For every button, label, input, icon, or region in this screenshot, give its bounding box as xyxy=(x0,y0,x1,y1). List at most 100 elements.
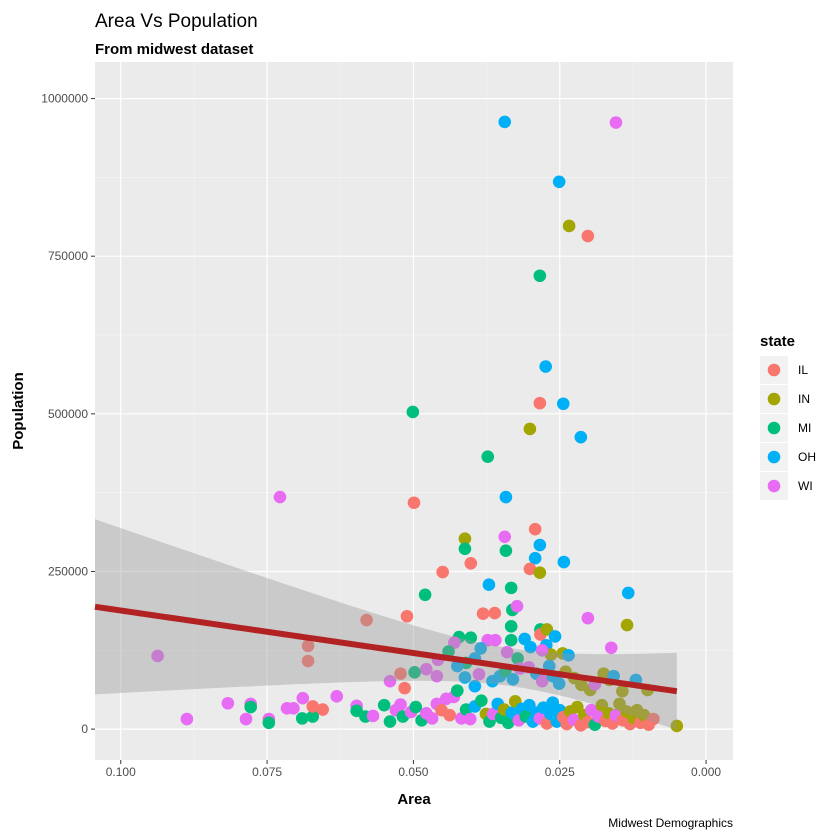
point-wi xyxy=(394,698,407,711)
point-oh xyxy=(539,360,552,373)
point-oh xyxy=(458,671,472,684)
confidence-ribbon xyxy=(95,519,677,730)
y-tick-label: 750000 xyxy=(48,249,88,263)
regression-line xyxy=(94,603,678,695)
point-in xyxy=(670,719,684,733)
legend-title: state xyxy=(760,333,795,350)
point-wi xyxy=(296,691,310,705)
point-mi xyxy=(481,450,495,464)
axes: 0.100 0.075 0.050 0.025 0.000 0 250000 500000 75… xyxy=(41,92,721,779)
point-in xyxy=(620,618,634,632)
point-il xyxy=(301,639,315,653)
point-wi xyxy=(330,690,344,703)
point-wi xyxy=(472,667,486,681)
point-wi xyxy=(273,490,287,504)
point-mi xyxy=(451,684,464,697)
y-tick-label: 250000 xyxy=(48,564,88,578)
point-il xyxy=(528,522,542,536)
point-oh xyxy=(542,659,556,673)
point-mi xyxy=(458,542,472,556)
point-il xyxy=(464,556,478,570)
point-mi xyxy=(295,712,309,725)
legend-label: OH xyxy=(798,450,816,464)
point-il xyxy=(647,712,660,726)
legend: state IL IN MI OH WI xyxy=(760,333,816,500)
point-wi xyxy=(151,649,164,663)
point-mi xyxy=(408,666,421,679)
legend-label: IL xyxy=(798,363,808,377)
point-wi xyxy=(239,712,253,726)
x-tick-label: 0.000 xyxy=(691,765,721,779)
legend-key-il xyxy=(767,363,781,377)
point-oh xyxy=(468,679,482,693)
point-oh xyxy=(451,659,464,673)
point-il xyxy=(398,681,411,695)
x-tick-label: 0.025 xyxy=(545,765,575,779)
point-il xyxy=(436,565,449,579)
point-mi xyxy=(501,716,515,730)
point-il xyxy=(533,396,547,410)
point-mi xyxy=(504,633,518,647)
point-il xyxy=(394,667,407,680)
legend-key-in xyxy=(767,392,781,406)
point-wi xyxy=(287,701,300,715)
point-wi xyxy=(419,662,433,676)
point-wi xyxy=(366,709,380,723)
legend-key-mi xyxy=(767,421,781,435)
point-oh xyxy=(528,551,542,565)
y-tick-label: 1000000 xyxy=(41,92,88,106)
point-in xyxy=(540,623,554,636)
point-oh xyxy=(557,555,571,569)
point-mi xyxy=(418,588,432,602)
point-wi xyxy=(180,712,194,726)
point-il xyxy=(488,606,502,620)
point-wi xyxy=(498,530,512,544)
point-mi xyxy=(504,620,518,633)
point-mi xyxy=(262,716,276,730)
point-mi xyxy=(406,405,420,419)
point-oh xyxy=(506,672,520,686)
y-tick-label: 500000 xyxy=(48,407,88,421)
point-mi xyxy=(244,700,257,714)
point-oh xyxy=(524,640,537,654)
point-wi xyxy=(581,611,595,625)
point-oh xyxy=(574,430,588,444)
point-il xyxy=(476,607,490,621)
point-oh xyxy=(556,397,570,411)
point-in xyxy=(458,532,472,545)
point-in xyxy=(533,566,547,580)
point-mi xyxy=(383,715,397,728)
point-wi xyxy=(425,712,439,725)
point-mi xyxy=(511,652,524,665)
point-oh xyxy=(474,642,488,655)
point-wi xyxy=(535,643,549,657)
point-mi xyxy=(499,544,513,557)
legend-label: WI xyxy=(798,479,813,493)
x-tick-label: 0.050 xyxy=(398,765,428,779)
smooth-layer xyxy=(94,519,678,730)
point-oh xyxy=(621,586,635,600)
legend-key-wi xyxy=(767,479,781,493)
point-il xyxy=(316,703,329,716)
point-oh xyxy=(498,115,512,129)
point-il xyxy=(523,562,537,576)
x-tick-label: 0.100 xyxy=(106,765,136,779)
point-in xyxy=(571,700,584,714)
y-axis-label: Population xyxy=(10,372,27,450)
chart-subtitle: From midwest dataset xyxy=(95,41,253,58)
point-oh xyxy=(499,490,513,504)
point-oh xyxy=(548,630,562,643)
chart-caption: Midwest Demographics xyxy=(608,816,733,830)
point-il xyxy=(407,496,421,510)
chart-title: Area Vs Population xyxy=(95,11,258,32)
point-wi xyxy=(383,674,397,688)
point-in xyxy=(523,422,537,436)
x-axis-label: Area xyxy=(397,791,431,808)
legend-label: IN xyxy=(798,392,810,406)
point-mi xyxy=(464,631,478,644)
point-mi xyxy=(377,698,391,712)
point-wi xyxy=(463,712,477,726)
point-oh xyxy=(482,578,496,592)
point-oh xyxy=(552,175,566,189)
point-il xyxy=(581,229,595,243)
